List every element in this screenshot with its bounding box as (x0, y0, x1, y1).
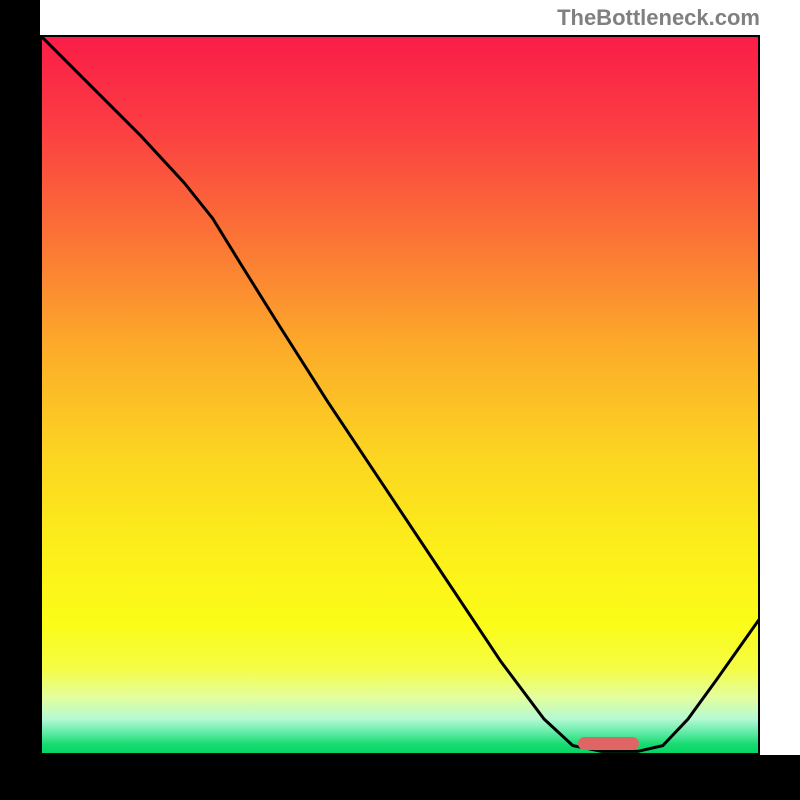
bottleneck-curve-path (40, 35, 760, 751)
x-axis-block (0, 755, 800, 800)
optimal-range-marker (578, 737, 639, 751)
y-axis-block (0, 0, 40, 800)
plot-area (40, 35, 760, 755)
chart-canvas: TheBottleneck.com (0, 0, 800, 800)
bottleneck-curve (40, 35, 760, 755)
watermark-text: TheBottleneck.com (557, 5, 760, 31)
